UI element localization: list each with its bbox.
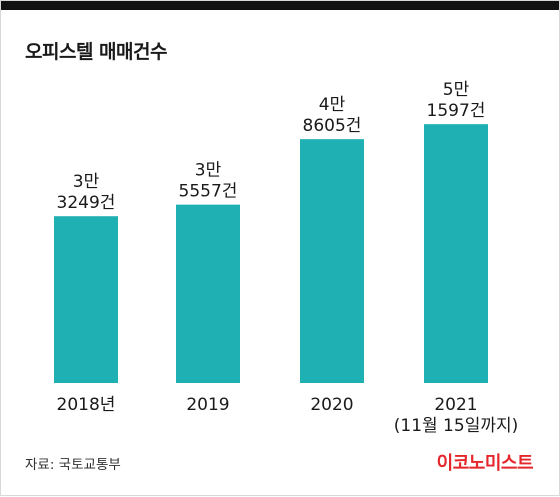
- category-label: 2021: [434, 395, 477, 415]
- value-label: 8605건: [303, 116, 362, 136]
- bar-2020: [300, 139, 364, 383]
- category-label: 2020: [310, 395, 353, 415]
- top-accent-bar: [1, 1, 559, 10]
- chart-title: 오피스텔 매매건수: [25, 41, 167, 63]
- category-label: 2019: [186, 395, 229, 415]
- bar-2018년: [54, 216, 118, 383]
- value-label: 5557건: [179, 182, 238, 202]
- value-label: 3만: [195, 161, 222, 181]
- value-label: 4만: [319, 95, 346, 115]
- category-note: (11월 15일까지): [394, 416, 519, 436]
- category-label: 2018년: [57, 395, 116, 415]
- value-label: 5만: [443, 80, 470, 100]
- value-label: 1597건: [427, 101, 486, 121]
- bar-2019: [176, 204, 240, 383]
- brand-logo: 이코노미스트: [436, 453, 534, 474]
- value-label: 3만: [73, 172, 100, 192]
- source-note: 자료: 국토교통부: [25, 457, 121, 473]
- bar-2021: [424, 124, 488, 383]
- value-label: 3249건: [57, 193, 116, 213]
